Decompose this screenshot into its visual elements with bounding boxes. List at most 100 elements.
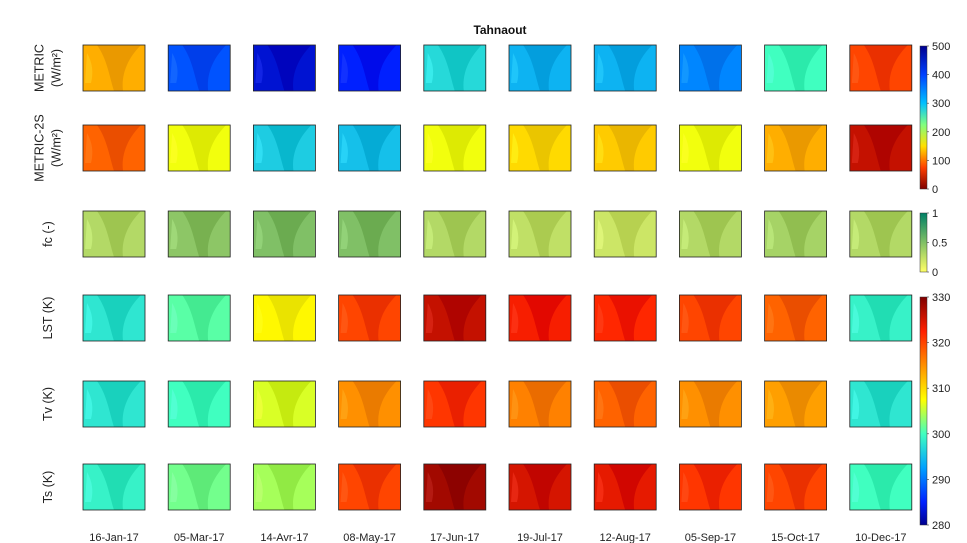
- panel-texture: [863, 464, 908, 510]
- panel-texture: [340, 472, 348, 502]
- heatmap-panel: [679, 463, 742, 511]
- panel-texture: [182, 381, 227, 427]
- panel-frame: [508, 294, 572, 342]
- heatmap-panel: [82, 44, 146, 92]
- colorbar-tick-label: 0: [932, 184, 938, 196]
- panel-frame: [593, 210, 657, 258]
- panel-texture: [97, 295, 141, 341]
- panel-texture: [523, 295, 567, 341]
- heatmap-panel: [252, 210, 316, 258]
- panel-texture: [511, 389, 519, 419]
- panel-texture: [340, 133, 348, 163]
- heatmap-panel: [679, 210, 742, 258]
- panel-texture: [267, 211, 312, 257]
- panel-texture: [340, 389, 348, 419]
- heatmap-panel: [849, 44, 913, 92]
- panel-texture: [170, 53, 178, 83]
- panel-frame: [82, 124, 146, 172]
- heatmap-panel: [679, 44, 742, 92]
- panel-frame: [679, 380, 742, 428]
- heatmap-panel: [338, 210, 402, 258]
- panel-frame: [252, 294, 316, 342]
- panel-frame: [423, 124, 487, 172]
- panel-frame: [593, 463, 657, 511]
- colorbar-tick-label: 0.5: [932, 238, 947, 250]
- panel-texture: [523, 45, 567, 91]
- colorbar-tick-label: 1: [932, 208, 938, 220]
- panel-texture: [766, 389, 774, 419]
- panel-texture: [863, 211, 908, 257]
- panel-texture: [596, 133, 604, 163]
- panel-texture: [340, 303, 348, 333]
- heatmap-panel: [593, 210, 657, 258]
- panel-texture: [352, 211, 397, 257]
- colorbar-tick-label: 300: [932, 98, 950, 110]
- heatmap-panel: [252, 124, 316, 172]
- panel-frame: [508, 210, 572, 258]
- colorbar-tick-label: 310: [932, 383, 950, 395]
- panel-texture: [596, 219, 604, 249]
- panel-texture: [437, 45, 482, 91]
- panel-texture: [766, 472, 774, 502]
- panel-texture: [523, 381, 567, 427]
- panel-frame: [167, 380, 231, 428]
- panel-texture: [608, 125, 653, 171]
- heatmap-panel: [82, 210, 146, 258]
- panel-frame: [252, 380, 316, 428]
- panel-texture: [766, 219, 774, 249]
- panel-texture: [851, 389, 860, 419]
- panel-texture: [766, 133, 774, 163]
- panel-frame: [764, 44, 827, 92]
- heatmap-panel: [423, 463, 487, 511]
- heatmap-panel: [764, 210, 827, 258]
- panel-texture: [85, 219, 93, 249]
- panel-texture: [523, 211, 567, 257]
- panel-texture: [851, 53, 860, 83]
- panel-texture: [523, 464, 567, 510]
- panel-texture: [170, 133, 178, 163]
- panel-texture: [596, 389, 604, 419]
- row-label: Tv (K): [41, 387, 55, 421]
- column-label: 15-Oct-17: [771, 532, 820, 543]
- colorbar-tick-label: 330: [932, 292, 950, 304]
- heatmap-panel: [679, 124, 742, 172]
- panel-texture: [340, 53, 348, 83]
- panel-texture: [425, 133, 434, 163]
- panel-frame: [679, 44, 742, 92]
- panel-texture: [170, 472, 178, 502]
- panel-texture: [425, 219, 434, 249]
- panel-frame: [82, 210, 146, 258]
- heatmap-panel: [252, 44, 316, 92]
- panel-texture: [511, 53, 519, 83]
- colorbar-tick-label: 200: [932, 127, 950, 139]
- heatmap-panel: [167, 463, 231, 511]
- column-label: 05-Mar-17: [174, 532, 225, 543]
- panel-texture: [437, 464, 482, 510]
- column-label: 10-Dec-17: [855, 532, 906, 543]
- panel-texture: [437, 381, 482, 427]
- panel-texture: [511, 219, 519, 249]
- panel-frame: [338, 124, 402, 172]
- panel-frame: [679, 463, 742, 511]
- panel-frame: [593, 294, 657, 342]
- panel-texture: [778, 295, 823, 341]
- panel-texture: [352, 464, 397, 510]
- column-label: 05-Sep-17: [685, 532, 736, 543]
- panel-texture: [437, 295, 482, 341]
- panel-texture: [681, 219, 689, 249]
- panel-texture: [267, 381, 312, 427]
- panel-texture: [85, 53, 93, 83]
- panel-texture: [182, 125, 227, 171]
- heatmap-panel: [764, 380, 827, 428]
- heatmap-panel: [508, 294, 572, 342]
- panel-texture: [267, 464, 312, 510]
- panel-frame: [764, 210, 827, 258]
- panel-frame: [338, 44, 402, 92]
- row-label: (W/m²): [50, 49, 64, 87]
- heatmap-panel: [423, 380, 487, 428]
- panel-texture: [693, 125, 738, 171]
- panel-texture: [182, 295, 227, 341]
- panel-frame: [252, 124, 316, 172]
- heatmap-panel: [849, 124, 913, 172]
- panel-texture: [778, 381, 823, 427]
